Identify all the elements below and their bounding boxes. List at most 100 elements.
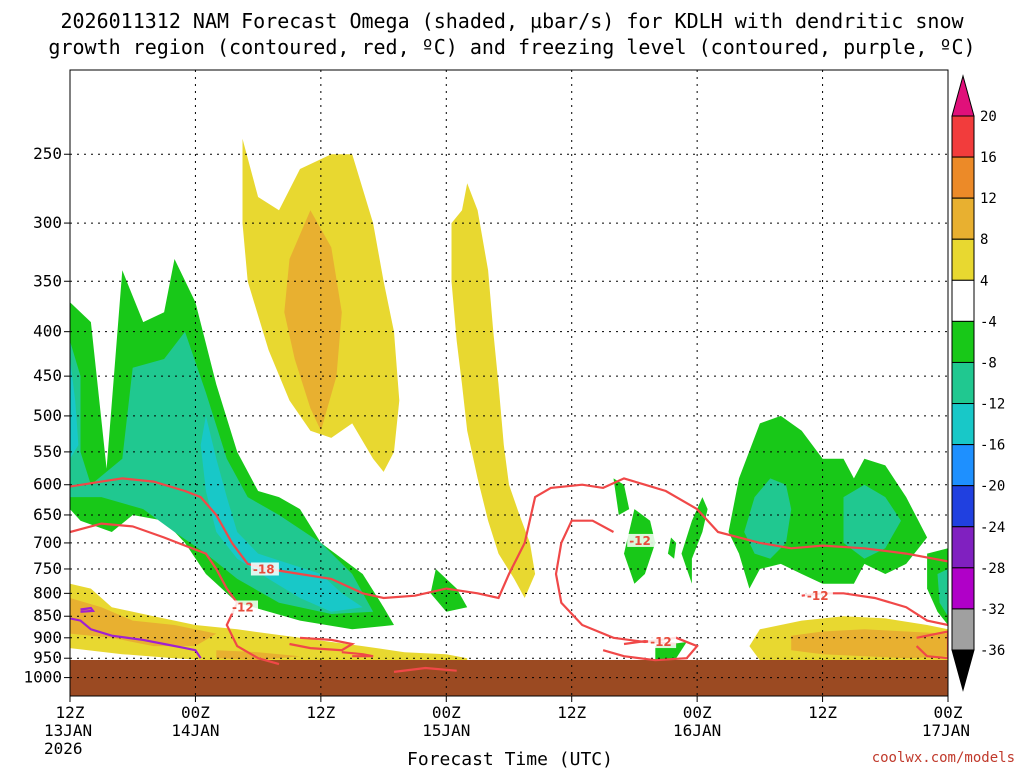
freezing-contour-1 xyxy=(80,606,96,613)
chart-title-line2: growth region (contoured, red, ºC) and f… xyxy=(48,35,975,59)
x-tick-label-12-1: 00Z xyxy=(181,703,210,722)
plot-frame xyxy=(69,69,949,697)
x-tick-label-36-1: 00Z xyxy=(432,703,461,722)
colorbar-tick-11: -28 xyxy=(980,561,1005,577)
colorbar-box-3 xyxy=(951,238,975,281)
colorbar-box-8 xyxy=(951,444,975,487)
x-tick-label-36-2: 15JAN xyxy=(422,721,470,740)
y-tick-label-350: 350 xyxy=(33,271,62,290)
colorbar xyxy=(951,74,975,692)
omega-region-5 xyxy=(613,478,630,515)
plot-area xyxy=(70,70,948,696)
colorbar-ticks: 20 16 12 8 4 -4 -8 -12 -16 -20 -24 -28 -32 -36 xyxy=(980,109,1005,659)
colorbar-box-4 xyxy=(951,279,975,322)
omega-region-18 xyxy=(70,583,468,668)
omega-region-4 xyxy=(430,569,468,612)
colorbar-tick-7: -12 xyxy=(980,397,1005,413)
y-tick-label-850: 850 xyxy=(33,606,62,625)
colorbar-tick-3: 8 xyxy=(980,232,988,248)
colorbar-box-1 xyxy=(951,156,975,199)
y-axis-ticks: 250 300 350 400 450 500 550 600 650 700 750 800 850 9… xyxy=(23,144,70,687)
colorbar-box-9 xyxy=(951,485,975,528)
temp-contour-1 xyxy=(70,522,280,666)
temperature-contours xyxy=(70,477,948,673)
y-tick-label-250: 250 xyxy=(33,144,62,163)
colorbar-tick-5: -4 xyxy=(980,314,997,330)
colorbar-top-arrow xyxy=(951,74,975,117)
omega-region-16 xyxy=(284,210,342,431)
contour-label-bg-3 xyxy=(804,589,833,603)
omega-region-3 xyxy=(200,415,363,612)
contour-label-3: -12 xyxy=(807,589,829,603)
colorbar-box-7 xyxy=(951,403,975,446)
colorbar-box-11 xyxy=(951,567,975,610)
temp-contour-8 xyxy=(915,630,948,660)
omega-region-1 xyxy=(70,331,374,614)
colorbar-tick-12: -32 xyxy=(980,602,1005,618)
chart-title-line1: 2026011312 NAM Forecast Omega (shaded, µ… xyxy=(60,9,964,33)
x-tick-label-48-1: 12Z xyxy=(557,703,586,722)
colorbar-tick-6: -8 xyxy=(980,355,997,371)
x-tick-label-60-1: 00Z xyxy=(683,703,712,722)
colorbar-tick-9: -20 xyxy=(980,479,1005,495)
y-tick-label-700: 700 xyxy=(33,533,62,552)
colorbar-box-5 xyxy=(951,320,975,363)
x-tick-label-0-3: 2026 xyxy=(44,739,83,758)
temp-contour-0 xyxy=(70,477,948,600)
omega-region-12 xyxy=(843,484,901,559)
x-tick-label-84-1: 00Z xyxy=(934,703,963,722)
freezing-contour-0 xyxy=(70,617,202,659)
contour-label-bg-2 xyxy=(627,533,656,547)
x-tick-label-0-1: 12Z xyxy=(56,703,85,722)
credit-text: coolwx.com/models xyxy=(872,750,1015,766)
x-tick-label-84-2: 17JAN xyxy=(922,721,970,740)
colorbar-tick-2: 12 xyxy=(980,191,997,207)
x-tick-label-12-2: 14JAN xyxy=(171,721,219,740)
x-tick-label-72-1: 12Z xyxy=(808,703,837,722)
y-tick-label-500: 500 xyxy=(33,406,62,425)
colorbar-tick-1: 16 xyxy=(980,150,997,166)
colorbar-box-12 xyxy=(951,608,975,651)
y-tick-label-800: 800 xyxy=(33,583,62,602)
omega-region-17 xyxy=(451,183,536,599)
omega-region-22 xyxy=(791,629,948,659)
y-tick-label-300: 300 xyxy=(33,213,62,232)
omega-shading xyxy=(70,138,948,668)
contour-label-0: -18 xyxy=(253,562,275,576)
y-tick-label-900: 900 xyxy=(33,628,62,647)
contour-label-bg-4 xyxy=(648,635,677,649)
y-tick-label-450: 450 xyxy=(33,366,62,385)
contour-label-bg-1 xyxy=(230,600,259,614)
contour-label-2: -12 xyxy=(629,534,651,548)
contour-label-bg-0 xyxy=(250,562,279,576)
temp-contour-5 xyxy=(289,636,356,652)
terrain-band xyxy=(70,660,948,696)
colorbar-tick-0: 20 xyxy=(980,109,997,125)
y-tick-label-550: 550 xyxy=(33,442,62,461)
y-tick-label-750: 750 xyxy=(33,559,62,578)
omega-region-7 xyxy=(667,537,677,559)
y-tick-label-1000: 1000 xyxy=(23,668,62,687)
colorbar-tick-10: -24 xyxy=(980,520,1005,536)
colorbar-tick-13: -36 xyxy=(980,643,1005,659)
colorbar-box-0 xyxy=(951,115,975,158)
y-tick-label-650: 650 xyxy=(33,505,62,524)
colorbar-tick-8: -16 xyxy=(980,438,1005,454)
colorbar-box-6 xyxy=(951,361,975,405)
colorbar-bottom-arrow xyxy=(951,649,975,692)
temp-contour-6 xyxy=(341,651,374,658)
colorbar-tick-4: 4 xyxy=(980,273,988,289)
contour-label-4: -12 xyxy=(650,635,672,649)
x-tick-label-60-2: 16JAN xyxy=(673,721,721,740)
omega-region-2 xyxy=(70,359,79,459)
omega-region-11 xyxy=(744,478,792,559)
colorbar-box-2 xyxy=(951,197,975,240)
x-tick-label-24-1: 12Z xyxy=(306,703,335,722)
omega-region-20 xyxy=(216,650,300,661)
omega-region-14 xyxy=(937,569,948,617)
omega-region-0 xyxy=(70,259,394,630)
y-tick-label-950: 950 xyxy=(33,648,62,667)
contour-labels: -18 -12 -12 -12 -12 xyxy=(230,533,833,649)
